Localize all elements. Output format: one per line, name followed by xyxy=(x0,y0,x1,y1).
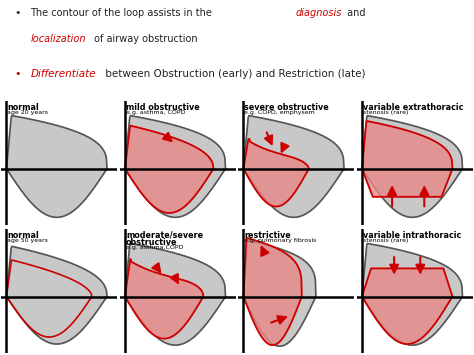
Text: e.g. asthma, COPD: e.g. asthma, COPD xyxy=(126,110,185,115)
Text: e.g. COPD, emphysem: e.g. COPD, emphysem xyxy=(245,110,315,115)
Polygon shape xyxy=(244,139,309,207)
Polygon shape xyxy=(125,259,203,339)
Text: localization: localization xyxy=(30,34,86,44)
Polygon shape xyxy=(244,241,316,346)
Text: stenosis (rare): stenosis (rare) xyxy=(363,238,408,243)
Text: e.g. pulmonary fibrosis: e.g. pulmonary fibrosis xyxy=(245,238,317,243)
Text: between Obstruction (early) and Restriction (late): between Obstruction (early) and Restrict… xyxy=(102,69,366,79)
Text: age 50 years: age 50 years xyxy=(8,238,48,243)
Text: of airway obstruction: of airway obstruction xyxy=(91,34,197,44)
Text: age 20 years: age 20 years xyxy=(8,110,48,115)
Polygon shape xyxy=(362,244,463,345)
Text: stenosis (rare): stenosis (rare) xyxy=(363,110,408,115)
Polygon shape xyxy=(362,121,453,197)
Text: obstructive: obstructive xyxy=(126,238,177,247)
Polygon shape xyxy=(125,126,213,213)
Polygon shape xyxy=(125,116,226,217)
Polygon shape xyxy=(362,116,463,217)
Text: variable intrathoracic: variable intrathoracic xyxy=(363,231,461,240)
Text: •: • xyxy=(14,69,20,79)
Polygon shape xyxy=(244,238,302,345)
Polygon shape xyxy=(7,116,107,217)
Text: The contour of the loop assists in the: The contour of the loop assists in the xyxy=(30,9,215,18)
Text: restrictive: restrictive xyxy=(245,231,291,240)
Text: diagnosis: diagnosis xyxy=(295,9,341,18)
Text: normal: normal xyxy=(8,231,39,240)
Text: Differentiate: Differentiate xyxy=(30,69,96,79)
Polygon shape xyxy=(7,246,107,344)
Text: and: and xyxy=(344,9,365,18)
Text: •: • xyxy=(14,9,20,18)
Text: moderate/severe: moderate/severe xyxy=(126,231,203,240)
Polygon shape xyxy=(125,244,226,345)
Text: normal: normal xyxy=(8,103,39,112)
Text: mild obstructive: mild obstructive xyxy=(126,103,200,112)
Text: severe obstructive: severe obstructive xyxy=(245,103,329,112)
Text: e.g. asthma,COPD: e.g. asthma,COPD xyxy=(126,245,183,250)
Polygon shape xyxy=(362,268,453,344)
Text: variable extrathoracic: variable extrathoracic xyxy=(363,103,463,112)
Polygon shape xyxy=(244,116,344,217)
